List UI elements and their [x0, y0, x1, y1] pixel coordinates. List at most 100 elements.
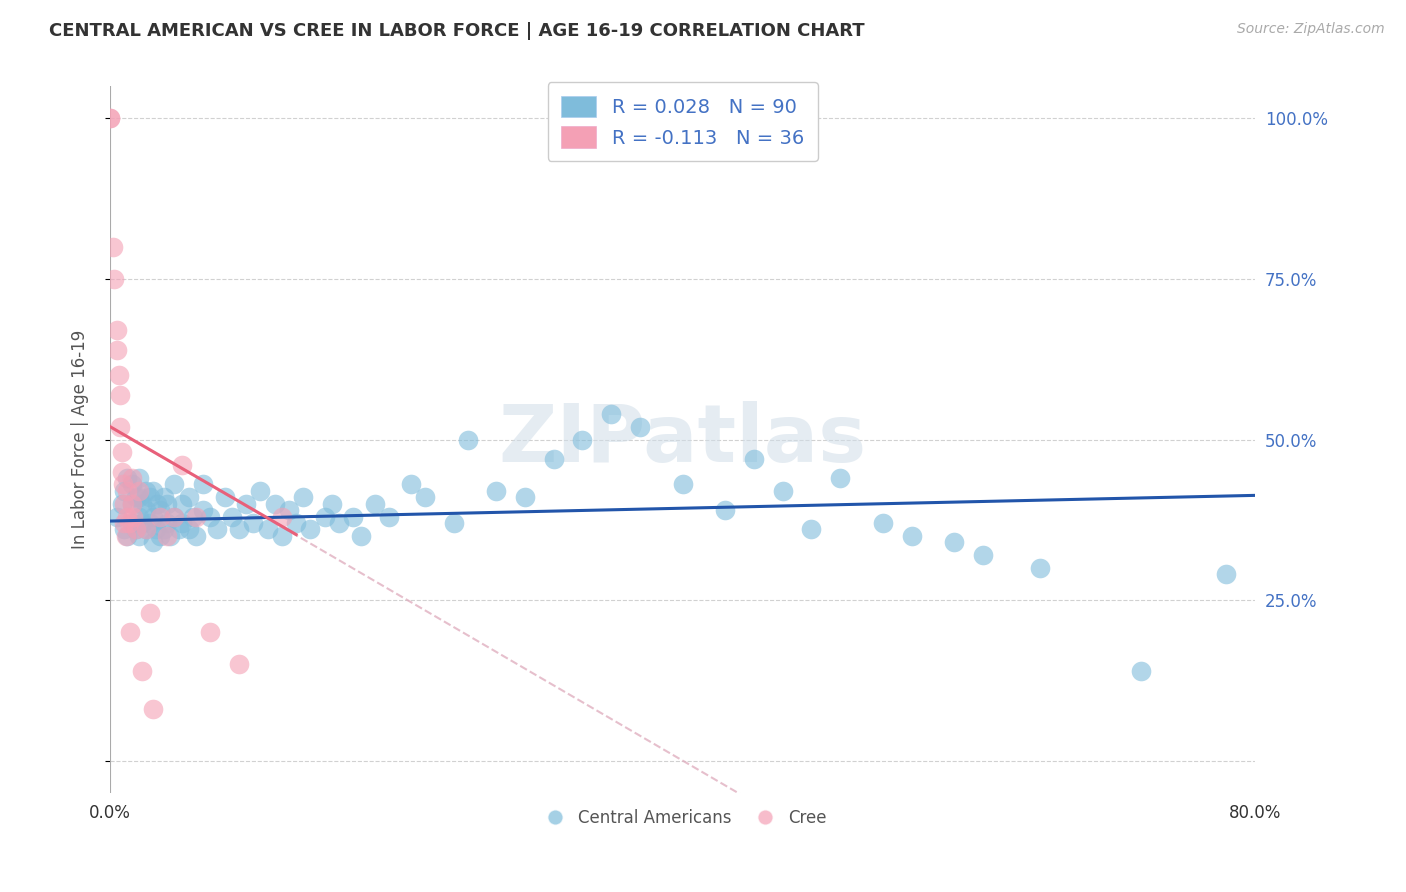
Point — [314, 509, 336, 524]
Point — [177, 491, 200, 505]
Point — [800, 522, 823, 536]
Point — [163, 509, 186, 524]
Point — [121, 471, 143, 485]
Point — [122, 509, 145, 524]
Point — [145, 522, 167, 536]
Point — [181, 509, 204, 524]
Point — [714, 503, 737, 517]
Point — [263, 497, 285, 511]
Point — [110, 445, 132, 459]
Point — [167, 522, 190, 536]
Point — [112, 522, 135, 536]
Point — [170, 458, 193, 473]
Point — [153, 491, 176, 505]
Point — [139, 606, 162, 620]
Point — [153, 522, 176, 536]
Point — [107, 368, 129, 383]
Point — [108, 419, 131, 434]
Point — [228, 522, 250, 536]
Point — [628, 419, 651, 434]
Point — [900, 529, 922, 543]
Point — [221, 509, 243, 524]
Point — [321, 497, 343, 511]
Point — [120, 625, 142, 640]
Point — [128, 529, 150, 543]
Point — [142, 483, 165, 498]
Point — [112, 483, 135, 498]
Point — [413, 491, 436, 505]
Point — [671, 477, 693, 491]
Point — [131, 516, 153, 530]
Point — [98, 112, 121, 126]
Point — [146, 497, 169, 511]
Point — [170, 497, 193, 511]
Point — [872, 516, 894, 530]
Point — [139, 516, 162, 530]
Text: CENTRAL AMERICAN VS CREE IN LABOR FORCE | AGE 16-19 CORRELATION CHART: CENTRAL AMERICAN VS CREE IN LABOR FORCE … — [49, 22, 865, 40]
Point — [142, 509, 165, 524]
Point — [117, 529, 139, 543]
Point — [149, 529, 172, 543]
Point — [349, 529, 371, 543]
Point — [943, 535, 966, 549]
Point — [228, 657, 250, 672]
Point — [125, 522, 148, 536]
Y-axis label: In Labor Force | Age 16-19: In Labor Force | Age 16-19 — [72, 330, 89, 549]
Point — [112, 516, 135, 530]
Point — [235, 497, 257, 511]
Point — [828, 471, 851, 485]
Point — [191, 503, 214, 517]
Point — [270, 529, 292, 543]
Point — [135, 522, 157, 536]
Point — [242, 516, 264, 530]
Point — [513, 491, 536, 505]
Point — [139, 491, 162, 505]
Point — [292, 491, 315, 505]
Point — [149, 503, 172, 517]
Point — [128, 483, 150, 498]
Point — [742, 451, 765, 466]
Point — [299, 522, 322, 536]
Point — [214, 491, 236, 505]
Point — [156, 516, 179, 530]
Point — [118, 516, 141, 530]
Point — [110, 497, 132, 511]
Text: ZIPatlas: ZIPatlas — [498, 401, 866, 478]
Point — [121, 516, 143, 530]
Point — [142, 702, 165, 716]
Point — [121, 477, 143, 491]
Point — [105, 509, 128, 524]
Text: Source: ZipAtlas.com: Source: ZipAtlas.com — [1237, 22, 1385, 37]
Point — [364, 497, 387, 511]
Point — [128, 471, 150, 485]
Point — [101, 240, 124, 254]
Point — [249, 483, 271, 498]
Point — [159, 529, 181, 543]
Point — [98, 112, 121, 126]
Point — [328, 516, 350, 530]
Point — [131, 664, 153, 678]
Point — [485, 483, 508, 498]
Point — [184, 529, 207, 543]
Point — [125, 491, 148, 505]
Legend: Central Americans, Cree: Central Americans, Cree — [531, 803, 834, 834]
Point — [378, 509, 401, 524]
Point — [110, 465, 132, 479]
Point — [342, 509, 364, 524]
Point — [163, 509, 186, 524]
Point — [103, 272, 125, 286]
Point — [117, 483, 139, 498]
Point — [105, 343, 128, 357]
Point — [117, 509, 139, 524]
Point — [207, 522, 229, 536]
Point — [457, 433, 479, 447]
Point — [177, 522, 200, 536]
Point — [191, 477, 214, 491]
Point — [131, 497, 153, 511]
Point — [135, 483, 157, 498]
Point — [114, 529, 136, 543]
Point — [149, 509, 172, 524]
Point — [105, 323, 128, 337]
Point — [1129, 664, 1152, 678]
Point — [278, 503, 301, 517]
